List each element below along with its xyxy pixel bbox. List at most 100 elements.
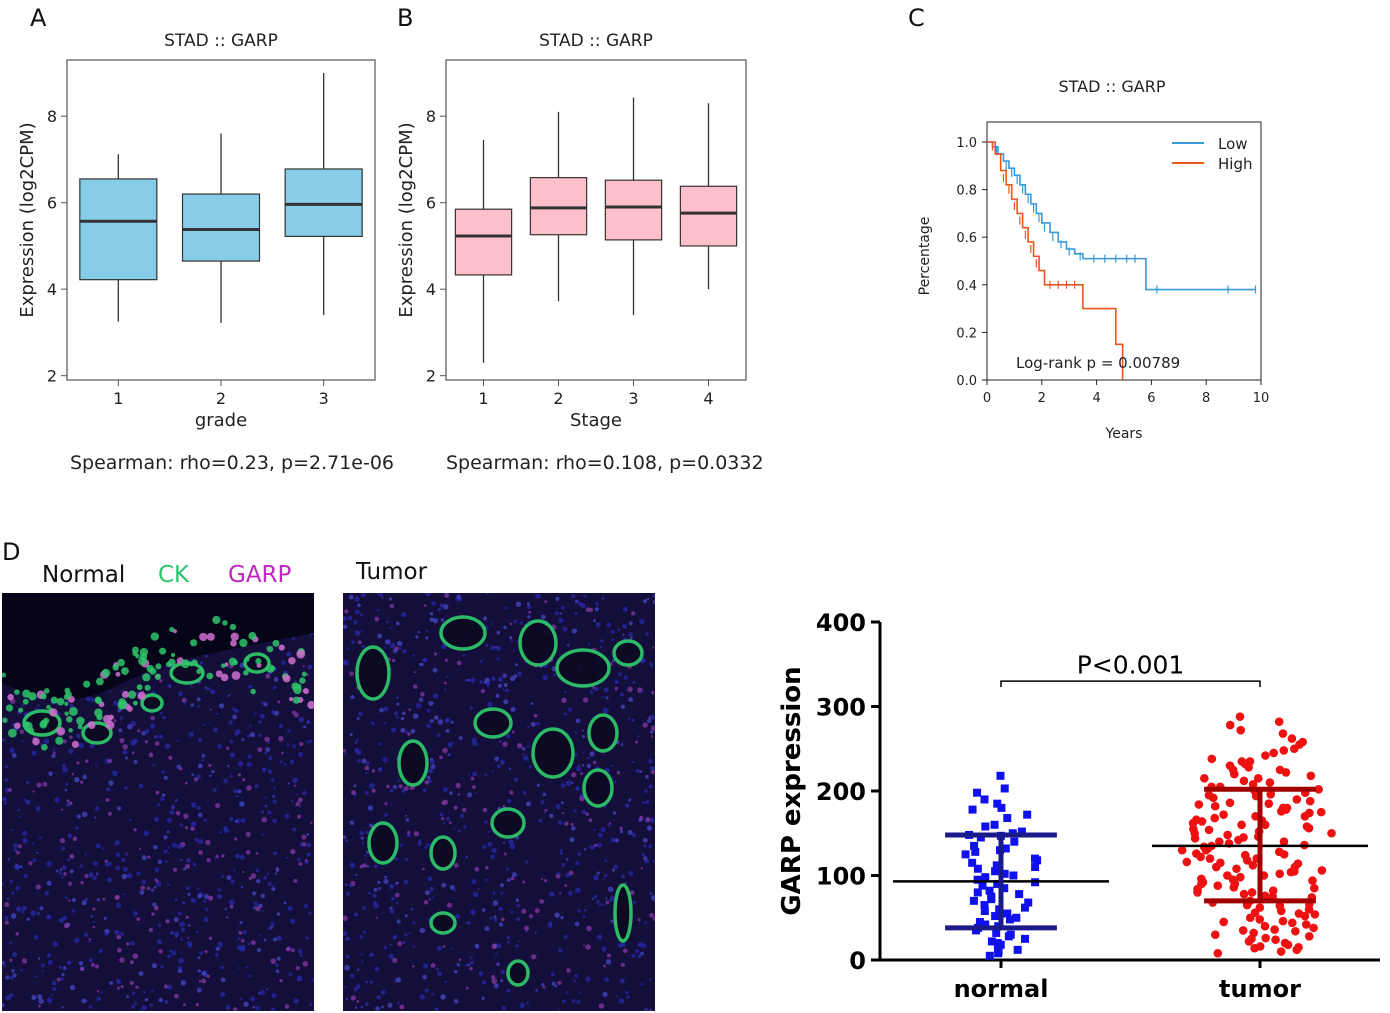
nucleus <box>290 948 295 953</box>
nucleus <box>197 969 202 973</box>
nucleus <box>156 803 161 807</box>
nucleus <box>576 766 582 772</box>
nucleus <box>52 751 56 755</box>
nucleus <box>116 934 122 940</box>
nucleus <box>157 859 163 865</box>
nucleus <box>223 778 228 784</box>
nucleus <box>541 614 546 620</box>
y-axis-label: Expression (log2CPM) <box>396 122 417 317</box>
nucleus <box>404 785 409 791</box>
nucleus <box>283 762 287 766</box>
nucleus <box>353 987 358 992</box>
y-tick-label: 0.4 <box>956 279 977 294</box>
nucleus <box>622 633 625 637</box>
nucleus <box>416 702 422 709</box>
nucleus <box>289 759 294 764</box>
nucleus <box>176 843 183 850</box>
nucleus <box>247 754 252 759</box>
data-point-normal <box>973 788 982 797</box>
nucleus <box>47 959 53 965</box>
nucleus <box>147 855 151 859</box>
nucleus <box>246 762 252 767</box>
nucleus <box>573 809 577 813</box>
data-point-normal <box>985 951 994 960</box>
nucleus <box>13 843 18 848</box>
nucleus <box>474 866 480 872</box>
nucleus <box>197 838 204 845</box>
nucleus <box>115 843 118 846</box>
nucleus <box>535 989 538 992</box>
nucleus <box>631 611 636 616</box>
nucleus <box>292 827 297 832</box>
nucleus <box>224 907 227 911</box>
nucleus <box>299 742 304 747</box>
nucleus <box>181 900 186 905</box>
nucleus <box>434 1007 439 1011</box>
nucleus <box>437 607 442 612</box>
nucleus <box>491 975 496 980</box>
nucleus <box>239 854 245 860</box>
nucleus <box>642 801 646 804</box>
nucleus <box>645 817 651 822</box>
nucleus <box>287 729 291 733</box>
nucleus <box>221 854 225 858</box>
nucleus <box>306 740 311 744</box>
nucleus <box>614 780 617 784</box>
x-tick-label: normal <box>954 975 1049 1003</box>
data-point-normal <box>992 928 1001 937</box>
y-tick-label: 2 <box>426 367 436 386</box>
nucleus <box>620 962 625 967</box>
nucleus <box>360 1005 363 1009</box>
nucleus <box>180 927 186 932</box>
nucleus <box>479 659 483 663</box>
nucleus <box>430 764 436 770</box>
epithelial-cell <box>230 639 237 647</box>
nucleus <box>380 990 386 995</box>
nucleus <box>103 916 107 920</box>
nucleus <box>595 602 599 606</box>
nucleus <box>124 786 128 790</box>
nucleus <box>375 1006 380 1011</box>
nucleus <box>645 632 649 636</box>
nucleus <box>419 927 426 934</box>
nucleus <box>350 695 355 700</box>
nucleus <box>643 856 648 861</box>
nucleus <box>88 940 91 943</box>
epithelial-cell <box>155 663 162 670</box>
nucleus <box>209 860 212 863</box>
nucleus <box>382 757 388 763</box>
nucleus <box>405 817 410 822</box>
nucleus <box>140 885 146 891</box>
nucleus <box>102 897 106 901</box>
nucleus <box>21 910 25 914</box>
y-tick-label: 6 <box>47 194 57 213</box>
nucleus <box>404 914 408 918</box>
nucleus <box>248 684 253 689</box>
nucleus <box>389 943 392 947</box>
nucleus <box>613 864 619 870</box>
nucleus <box>598 1003 605 1009</box>
nucleus <box>10 913 17 919</box>
nucleus <box>259 713 266 719</box>
data-point-tumor <box>1309 883 1319 893</box>
nucleus <box>201 753 206 758</box>
nucleus <box>88 957 94 963</box>
nucleus <box>38 1004 41 1008</box>
nucleus <box>4 765 9 769</box>
nucleus <box>154 734 158 739</box>
nucleus <box>412 684 418 689</box>
data-point-tumor <box>1255 915 1265 924</box>
x-tick-label: 0 <box>983 391 991 406</box>
nucleus <box>515 898 520 902</box>
nucleus <box>585 976 591 982</box>
nucleus <box>583 594 587 598</box>
nucleus <box>617 942 624 949</box>
nucleus <box>540 878 543 881</box>
nucleus <box>135 985 139 990</box>
nucleus <box>345 839 348 843</box>
nucleus <box>228 720 233 725</box>
y-tick-label: 8 <box>426 107 436 126</box>
nucleus <box>390 727 397 733</box>
nucleus <box>378 887 382 891</box>
nucleus <box>366 850 370 854</box>
